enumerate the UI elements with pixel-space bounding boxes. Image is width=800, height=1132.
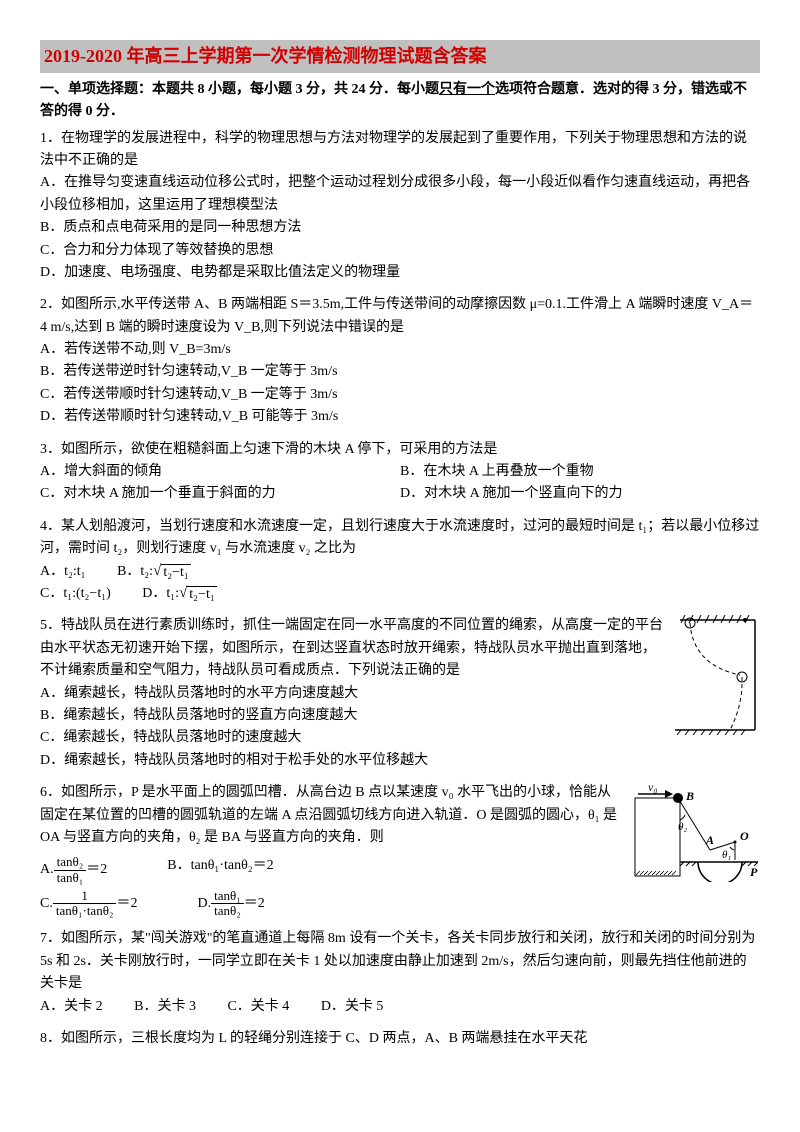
q6-d-pre: D. <box>197 896 211 911</box>
section-header: 一、单项选择题：本题共 8 小题，每小题 3 分，共 24 分．每小题只有一个选… <box>40 79 760 124</box>
q6-opt-d: D.tanθ₁tanθ₂＝2 <box>197 889 264 919</box>
q4-a-label: A． <box>40 564 64 579</box>
q2-num: 2． <box>40 297 61 312</box>
q6-opt-c: C.1tanθ₁·tanθ₂＝2 <box>40 889 137 919</box>
q7-num: 7． <box>40 931 61 946</box>
q5-opt-b: B．绳索越长，特战队员落地时的竖直方向速度越大 <box>40 705 760 727</box>
q6-label-P: P <box>750 865 758 879</box>
q6-c-frac: 1tanθ₁·tanθ₂ <box>53 889 117 919</box>
q6-label-A: A <box>705 833 714 847</box>
question-6: v₀ B θ₂ O θ₁ A P 6．如图所示，P 是水 <box>40 782 760 918</box>
q6-label-O: O <box>740 829 749 843</box>
q5-figure <box>675 615 760 735</box>
q1-stem: 在物理学的发展进程中，科学的物理思想与方法对物理学的发展起到了重要作用，下列关于… <box>40 131 747 168</box>
q4-d-label: D． <box>142 586 166 601</box>
q8-stem: 如图所示，三根长度均为 L 的轻绳分别连接于 C、D 两点，A、B 两端悬挂在水… <box>61 1031 587 1046</box>
q6-a-den: tanθ₁ <box>54 871 87 885</box>
q6-opt-b: B．tanθ₁·tanθ₂＝2 <box>167 855 273 885</box>
q5-opt-c: C．绳索越长，特战队员落地时的速度越大 <box>40 727 760 749</box>
question-5: 5．特战队员在进行素质训练时，抓住一端固定在同一水平高度的不同位置的绳索，从高度… <box>40 615 760 772</box>
q3-opt-a: A．增大斜面的倾角 <box>40 461 400 483</box>
q2-opt-a: A．若传送带不动,则 V_B=3m/s <box>40 339 760 361</box>
q7-stem: 如图所示，某"闯关游戏"的笔直通道上每隔 8m 设有一个关卡，各关卡同步放行和关… <box>40 931 755 991</box>
q4-num: 4． <box>40 519 61 534</box>
q4-b-label: B． <box>117 564 140 579</box>
q4-d-text: t₁: <box>166 586 179 601</box>
q5-opt-a: A．绳索越长，特战队员落地时的水平方向速度越大 <box>40 683 760 705</box>
q3-opt-c: C．对木块 A 施加一个垂直于斜面的力 <box>40 483 400 505</box>
question-7: 7．如图所示，某"闯关游戏"的笔直通道上每隔 8m 设有一个关卡，各关卡同步放行… <box>40 928 760 1018</box>
q5-opt-d: D．绳索越长，特战队员落地时的相对于松手处的水平位移越大 <box>40 750 760 772</box>
q6-a-num: tanθ₂ <box>54 855 87 870</box>
q7-opt-a: A．关卡 2 <box>40 996 103 1018</box>
q1-opt-a: A．在推导匀变速直线运动位移公式时，把整个运动过程划分成很多小段，每一小段近似看… <box>40 172 760 217</box>
q6-b-txt: tanθ₁·tanθ₂＝2 <box>191 858 274 873</box>
q6-c-den: tanθ₁·tanθ₂ <box>53 904 117 918</box>
q6-a-eq: ＝2 <box>86 862 107 877</box>
q7-opt-c: C．关卡 4 <box>227 996 289 1018</box>
q6-b-pre: B． <box>167 858 190 873</box>
q1-opt-b: B．质点和点电荷采用的是同一种思想方法 <box>40 217 760 239</box>
q6-label-t1: θ₁ <box>722 849 731 861</box>
q2-opt-d: D．若传送带顺时针匀速转动,V_B 可能等于 3m/s <box>40 406 760 428</box>
q4-opt-a: A．t₂:t₁ <box>40 561 86 583</box>
q4-c-text: t₁:(t₂−t₁) <box>63 586 110 601</box>
q6-d-num: tanθ₁ <box>211 889 244 904</box>
q3-stem: 如图所示，欲使在粗糙斜面上匀速下滑的木块 A 停下，可采用的方法是 <box>61 442 497 457</box>
q6-c-pre: C. <box>40 896 53 911</box>
q5-num: 5． <box>40 618 61 633</box>
q4-b-text: t₂: <box>140 564 153 579</box>
section-header-underline: 只有一个 <box>439 82 495 97</box>
q4-opt-c: C．t₁:(t₂−t₁) <box>40 583 111 605</box>
q3-opt-d: D．对木块 A 施加一个竖直向下的力 <box>400 483 760 505</box>
q6-label-v0: v₀ <box>648 782 658 794</box>
q2-stem: 如图所示,水平传送带 A、B 两端相距 S＝3.5m,工件与传送带间的动摩擦因数… <box>40 297 753 334</box>
q1-opt-d: D．加速度、电场强度、电势都是采取比值法定义的物理量 <box>40 262 760 284</box>
question-4: 4．某人划船渡河，当划行速度和水流速度一定，且划行速度大于水流速度时，过河的最短… <box>40 516 760 606</box>
question-8: 8．如图所示，三根长度均为 L 的轻绳分别连接于 C、D 两点，A、B 两端悬挂… <box>40 1028 760 1050</box>
q4-c-label: C． <box>40 586 63 601</box>
q6-label-t2: θ₂ <box>678 821 687 833</box>
q6-svg: v₀ B θ₂ O θ₁ A P <box>630 782 760 882</box>
q6-d-eq: ＝2 <box>244 896 265 911</box>
q6-label-B: B <box>685 789 694 803</box>
q6-figure: v₀ B θ₂ O θ₁ A P <box>630 782 760 882</box>
q4-d-sqrt: √t₂−t₁ <box>179 586 217 602</box>
question-3: 3．如图所示，欲使在粗糙斜面上匀速下滑的木块 A 停下，可采用的方法是 A．增大… <box>40 439 760 506</box>
q6-d-den: tanθ₂ <box>211 904 244 918</box>
question-2: 2．如图所示,水平传送带 A、B 两端相距 S＝3.5m,工件与传送带间的动摩擦… <box>40 294 760 428</box>
q4-b-sqrt: √t₂−t₁ <box>153 564 191 580</box>
q1-num: 1． <box>40 131 61 146</box>
q1-opt-c: C．合力和分力体现了等效替换的思想 <box>40 240 760 262</box>
page-title: 2019-2020 年高三上学期第一次学情检测物理试题含答案 <box>40 40 760 73</box>
question-1: 1．在物理学的发展进程中，科学的物理思想与方法对物理学的发展起到了重要作用，下列… <box>40 128 760 285</box>
q2-opt-c: C．若传送带顺时针匀速转动,V_B 一定等于 3m/s <box>40 384 760 406</box>
q6-c-num: 1 <box>53 889 117 904</box>
q4-opt-b: B．t₂:√t₂−t₁ <box>117 561 191 583</box>
q6-a-frac: tanθ₂tanθ₁ <box>54 855 87 885</box>
q2-opt-b: B．若传送带逆时针匀速转动,V_B 一定等于 3m/s <box>40 361 760 383</box>
q6-d-frac: tanθ₁tanθ₂ <box>211 889 244 919</box>
q7-opt-b: B．关卡 3 <box>134 996 196 1018</box>
q6-num: 6． <box>40 785 61 800</box>
section-header-text: 一、单项选择题：本题共 8 小题，每小题 3 分，共 24 分．每小题 <box>40 82 439 97</box>
q4-a-text: t₂:t₁ <box>64 564 85 579</box>
q6-c-eq: ＝2 <box>116 896 137 911</box>
q3-opt-b: B．在木块 A 上再叠放一个重物 <box>400 461 760 483</box>
q6-opt-a: A.tanθ₂tanθ₁＝2 <box>40 855 107 885</box>
q8-num: 8． <box>40 1031 61 1046</box>
q4-opt-d: D．t₁:√t₂−t₁ <box>142 583 216 605</box>
q6-stem: 如图所示，P 是水平面上的圆弧凹槽．从高台边 B 点以某速度 v₀ 水平飞出的小… <box>40 785 617 845</box>
q5-stem: 特战队员在进行素质训练时，抓住一端固定在同一水平高度的不同位置的绳索，从高度一定… <box>40 618 663 678</box>
q4-d-rad: t₂−t₁ <box>187 586 216 602</box>
q6-a-pre: A. <box>40 862 54 877</box>
q5-svg <box>675 615 760 735</box>
q4-stem: 某人划船渡河，当划行速度和水流速度一定，且划行速度大于水流速度时，过河的最短时间… <box>40 519 759 556</box>
q7-opt-d: D．关卡 5 <box>321 996 384 1018</box>
q4-b-rad: t₂−t₁ <box>161 564 190 580</box>
q3-num: 3． <box>40 442 61 457</box>
